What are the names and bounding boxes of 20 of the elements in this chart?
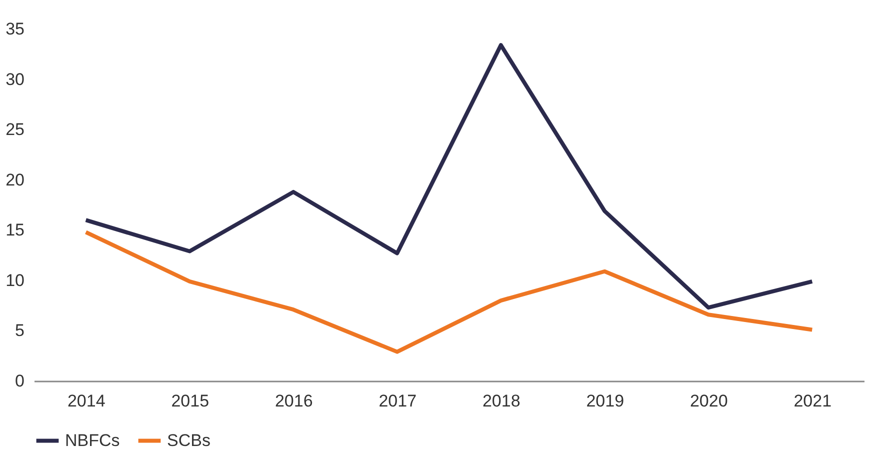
y-tick-label: 25 [6,120,24,140]
x-tick-label: 2014 [67,392,106,410]
x-tick-label: 2021 [794,392,832,410]
y-tick-label: 20 [6,170,24,190]
x-tick-label: 2019 [586,392,624,410]
x-tick-label: 2017 [378,392,417,410]
line-series [84,230,814,354]
legend-label: NBFCs [65,430,120,450]
y-tick-label: 10 [6,270,24,290]
x-tick-label: 2018 [482,392,520,410]
y-tick-label: 5 [15,321,24,340]
y-tick-label: 15 [6,220,24,240]
x-tick-label: 2020 [690,392,728,410]
legend-label: SCBs [167,430,210,450]
y-tick-label: 35 [6,20,24,38]
y-tick-label: 30 [6,70,24,89]
y-tick-label: 0 [15,372,24,390]
x-tick-label: 2016 [274,392,313,410]
x-tick-label: 2015 [171,392,210,410]
line-series [84,43,814,310]
